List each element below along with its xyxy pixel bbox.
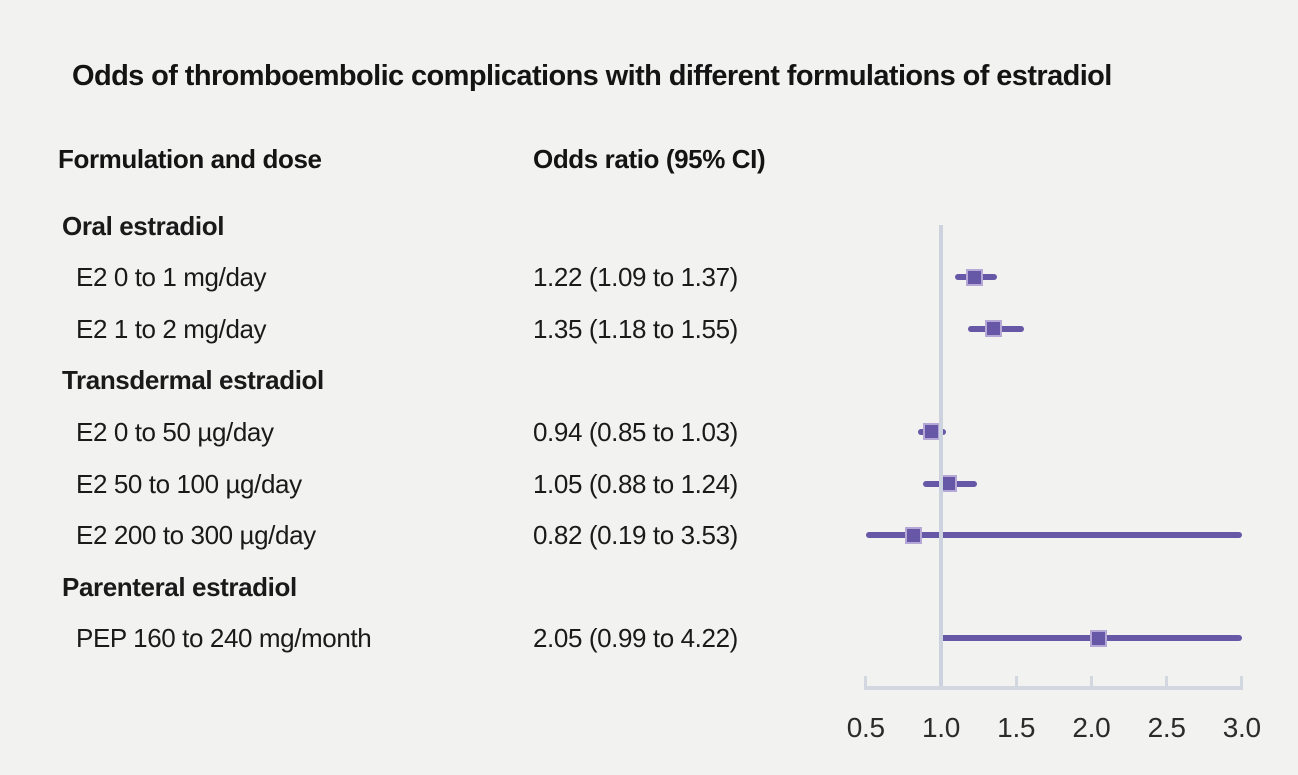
row-odds-ratio-value: 0.94 (0.85 to 1.03) [533,416,738,447]
x-axis-tick [1165,676,1169,686]
point-estimate-marker [905,526,923,544]
row-label: E2 0 to 50 µg/day [76,416,274,447]
row-odds-ratio-value: 1.05 (0.88 to 1.24) [533,468,738,499]
chart-title: Odds of thromboembolic complications wit… [72,60,1112,92]
row-label: PEP 160 to 240 mg/month [76,623,372,654]
point-estimate-marker [1090,629,1108,647]
ci-line [865,532,1242,539]
row-label: E2 50 to 100 µg/day [76,468,302,499]
x-axis-tick [1014,676,1018,686]
x-axis-tick-label: 2.5 [1147,712,1186,743]
point-estimate-marker [923,423,941,441]
x-axis-tick-label: 1.0 [921,712,961,743]
row-label: E2 0 to 1 mg/day [76,262,267,293]
group-label: Transdermal estradiol [62,365,324,396]
x-axis-tick-label: 0.5 [846,712,885,743]
group-label: Oral estradiol [62,210,225,241]
row-label: E2 1 to 2 mg/day [76,313,267,344]
row-label: E2 200 to 300 µg/day [76,520,316,551]
x-axis-line [864,686,1243,690]
reference-line [939,225,943,690]
x-axis-tick [1240,676,1244,686]
row-odds-ratio-value: 1.35 (1.18 to 1.55) [533,313,738,344]
row-odds-ratio-value: 2.05 (0.99 to 4.22) [533,623,738,654]
group-label: Parenteral estradiol [62,571,297,602]
x-axis-tick-label: 1.5 [997,712,1036,743]
row-odds-ratio-value: 1.22 (1.09 to 1.37) [533,262,738,293]
column-header-odds-ratio: Odds ratio (95% CI) [533,144,766,174]
row-odds-ratio-value: 0.82 (0.19 to 3.53) [533,520,738,551]
x-axis-tick-label: 3.0 [1222,712,1261,743]
x-axis-tick [1089,676,1093,686]
column-header-formulation: Formulation and dose [58,144,322,174]
point-estimate-marker [965,268,983,286]
x-axis-tick-label: 2.0 [1072,712,1111,743]
x-axis-tick [864,676,868,686]
point-estimate-marker [985,320,1003,338]
